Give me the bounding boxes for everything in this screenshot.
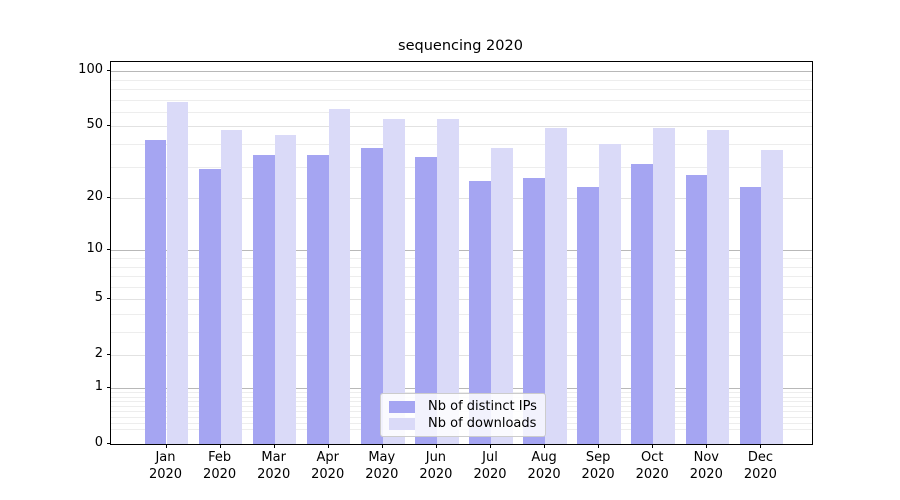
x-tick-label-jan: Jan 2020 [148, 450, 183, 482]
x-tick-label-sep: Sep 2020 [581, 450, 615, 482]
gridline-major-2 [111, 355, 812, 357]
x-tick-mark-mar [273, 444, 275, 448]
gridline-minor [111, 144, 812, 145]
x-tick-mark-aug [544, 444, 546, 448]
gridline-major-100 [111, 71, 812, 73]
bar-nb-of-downloads-apr [328, 109, 351, 444]
gridline-minor [111, 392, 812, 394]
y-tick-mark-0 [107, 443, 111, 444]
x-tick-mark-dec [760, 444, 762, 448]
bar-nb-of-distinct-ips-jul [469, 180, 491, 444]
x-tick-mark-may [381, 444, 383, 448]
gridline-minor [111, 79, 812, 81]
x-tick-label-apr: Apr 2020 [311, 450, 345, 482]
y-tick-label-100: 100 [78, 62, 103, 78]
x-tick-label-feb: Feb 2020 [203, 450, 237, 482]
y-tick-mark-20 [107, 197, 111, 199]
x-tick-label-jul: Jul 2020 [473, 450, 507, 482]
bar-nb-of-distinct-ips-aug [523, 177, 546, 444]
x-tick-mark-apr [327, 444, 329, 448]
x-tick-label-mar: Mar 2020 [257, 450, 291, 482]
gridline-minor [111, 258, 812, 259]
x-tick-label-dec: Dec 2020 [743, 450, 777, 482]
y-tick-mark-10 [107, 249, 111, 251]
bar-nb-of-distinct-ips-apr [306, 154, 329, 444]
y-tick-label-2: 2 [94, 346, 103, 362]
gridline-major-10 [111, 250, 812, 252]
legend-swatch-nb-of-downloads [389, 417, 415, 430]
bar-nb-of-downloads-nov [707, 129, 730, 444]
x-tick-label-aug: Aug 2020 [527, 450, 561, 482]
gridline-minor [111, 166, 812, 168]
legend: Nb of distinct IPs Nb of downloads [380, 393, 546, 437]
legend-item-nb-of-downloads: Nb of downloads [389, 416, 537, 431]
gridline-minor [111, 286, 812, 288]
gridline-minor [111, 99, 812, 101]
x-tick-mark-jul [490, 444, 491, 448]
x-tick-mark-feb [219, 444, 221, 448]
y-tick-label-50: 50 [86, 117, 103, 133]
x-tick-label-nov: Nov 2020 [689, 450, 723, 482]
x-tick-label-oct: Oct 2020 [635, 450, 669, 482]
gridline-major-50 [111, 126, 812, 128]
bar-nb-of-downloads-jun [436, 118, 459, 444]
y-tick-mark-100 [107, 70, 111, 72]
gridline-minor [111, 89, 812, 90]
bar-nb-of-downloads-sep [599, 144, 621, 444]
bar-nb-of-downloads-mar [274, 134, 297, 444]
bar-nb-of-downloads-aug [545, 128, 567, 444]
y-tick-label-5: 5 [94, 290, 103, 306]
bar-nb-of-downloads-dec [761, 150, 784, 444]
x-tick-mark-oct [652, 444, 654, 448]
gridline-minor [111, 266, 812, 268]
bar-nb-of-distinct-ips-jun [415, 156, 437, 444]
gridline-major-20 [111, 198, 812, 200]
y-tick-label-1: 1 [94, 379, 103, 394]
bar-nb-of-downloads-oct [653, 128, 675, 444]
x-tick-label-may: May 2020 [365, 450, 399, 482]
x-tick-mark-sep [598, 444, 600, 448]
bar-nb-of-distinct-ips-may [361, 148, 383, 444]
legend-item-nb-of-distinct-ips: Nb of distinct IPs [389, 399, 537, 414]
y-tick-mark-1 [107, 387, 111, 388]
bar-nb-of-downloads-feb [220, 129, 243, 444]
legend-swatch-nb-of-distinct-ips [389, 400, 415, 413]
y-tick-mark-2 [107, 354, 111, 356]
bar-nb-of-distinct-ips-mar [252, 154, 275, 444]
x-tick-mark-jun [435, 444, 437, 448]
gridline-minor [111, 314, 812, 315]
gridline-minor [111, 276, 812, 277]
bar-nb-of-distinct-ips-nov [685, 174, 708, 444]
legend-label-nb-of-downloads: Nb of downloads [428, 416, 537, 431]
bar-nb-of-distinct-ips-oct [631, 164, 654, 444]
bar-nb-of-distinct-ips-sep [577, 187, 600, 444]
bar-nb-of-downloads-jan [166, 102, 189, 444]
y-tick-mark-50 [107, 125, 111, 127]
gridline-major-5 [111, 299, 812, 301]
x-tick-mark-nov [706, 444, 708, 448]
gridline-minor [111, 332, 812, 333]
plot-area [110, 61, 813, 445]
bar-nb-of-distinct-ips-dec [739, 187, 762, 444]
y-tick-label-10: 10 [86, 241, 103, 257]
y-tick-label-0: 0 [94, 435, 103, 450]
bar-nb-of-distinct-ips-jan [144, 140, 167, 444]
bar-nb-of-distinct-ips-feb [198, 169, 221, 444]
chart-title: sequencing 2020 [398, 38, 523, 54]
x-tick-mark-jan [165, 444, 167, 448]
bar-nb-of-downloads-may [382, 118, 405, 444]
gridline-major-1 [111, 388, 812, 389]
y-tick-mark-5 [107, 298, 111, 300]
legend-label-nb-of-distinct-ips: Nb of distinct IPs [428, 399, 537, 414]
x-tick-label-jun: Jun 2020 [419, 450, 453, 482]
gridline-minor [111, 111, 812, 113]
y-tick-label-20: 20 [86, 189, 103, 205]
bar-nb-of-downloads-jul [491, 148, 513, 444]
